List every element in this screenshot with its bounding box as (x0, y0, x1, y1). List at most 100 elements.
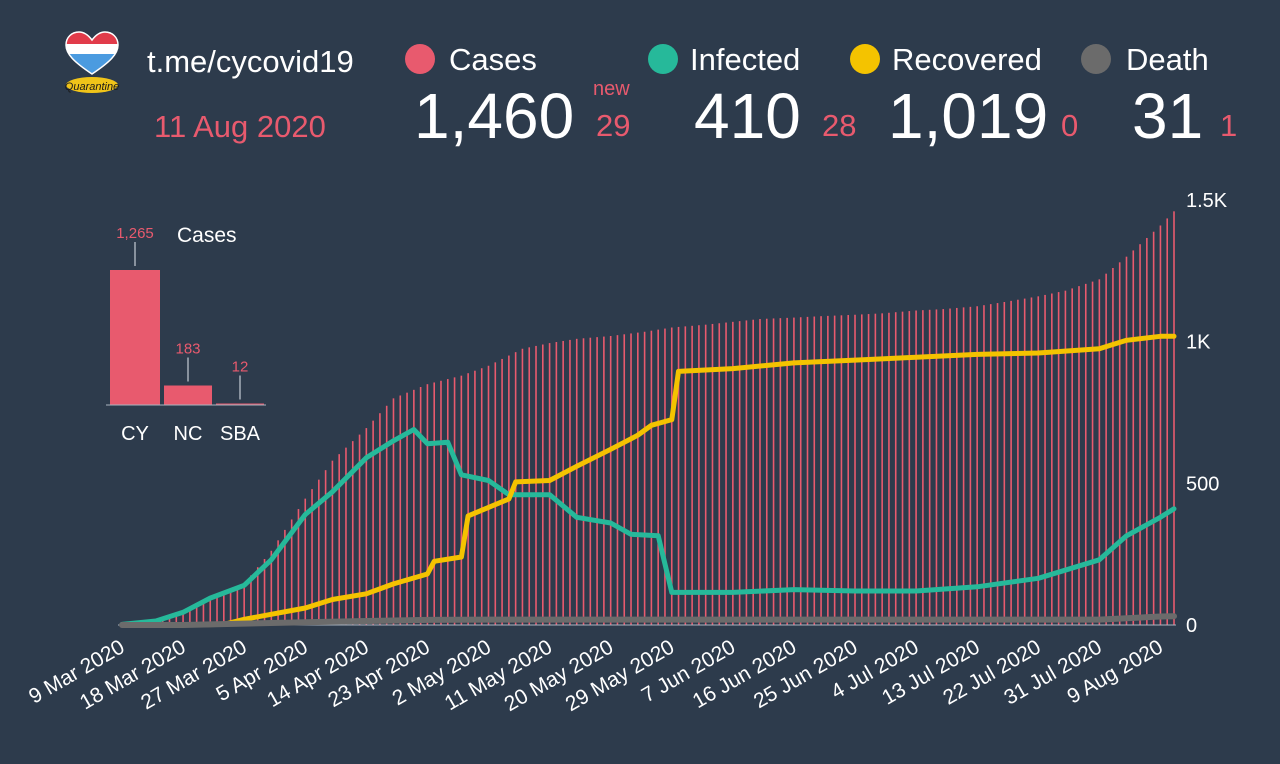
cases-bar (860, 314, 863, 625)
cases-bar (976, 306, 978, 625)
cases-bar (759, 319, 761, 625)
report-date: 11 Aug 2020 (154, 109, 326, 144)
cases-bar (1159, 225, 1162, 625)
cases-bar (1084, 283, 1087, 625)
cases-bar (596, 337, 598, 625)
cases-bar (263, 558, 266, 625)
cases-bar (854, 314, 856, 625)
cases-bar (901, 311, 904, 625)
cases-bar (888, 312, 890, 625)
cases-bar (358, 434, 361, 625)
cases-bar (928, 309, 931, 625)
cases-legend-dot (405, 44, 435, 74)
recovered-line (119, 333, 1177, 628)
cases-bar (270, 550, 273, 625)
cases-bar (942, 309, 945, 625)
cases-bar (1173, 211, 1175, 625)
cases-bar (161, 618, 164, 625)
region-value-label: 1,265 (116, 225, 154, 242)
cases-bar (1091, 281, 1094, 625)
cases-bar (175, 614, 178, 625)
region-category-label: CY (121, 423, 149, 445)
region-bar (164, 385, 212, 405)
cases-bar (195, 605, 198, 625)
cases-bar (752, 319, 754, 625)
cases-bar (1118, 262, 1121, 625)
cases-bar (555, 342, 558, 625)
cases-bar (969, 306, 972, 625)
cases-bar (453, 377, 456, 625)
quarantine-logo: Quarantine (65, 31, 119, 93)
cases-bar (1078, 286, 1080, 625)
cases-bar (643, 331, 646, 625)
cases-bar (684, 326, 687, 625)
cases-bar (698, 325, 700, 625)
cases-bars (121, 211, 1175, 626)
cases-bar (867, 314, 870, 625)
cases-bar (528, 347, 531, 625)
cases-bar (1166, 218, 1169, 626)
cases-bar (989, 304, 992, 626)
infected-new: 28 (822, 108, 857, 143)
cases-bar (630, 333, 632, 625)
cases-bar (419, 387, 422, 625)
region-value-label: 183 (175, 341, 200, 358)
cases-bar (1105, 273, 1107, 625)
cases-bar (616, 335, 619, 625)
cases-bar (623, 334, 626, 625)
y-tick-label: 500 (1186, 473, 1219, 495)
cases-bar (820, 316, 822, 625)
cases-bar (779, 318, 782, 625)
cases-bar (243, 583, 245, 625)
channel-handle[interactable]: t.me/cycovid19 (147, 44, 354, 79)
recovered-total: 1,019 (888, 80, 1049, 152)
cases-bar (535, 345, 537, 625)
cases-bar (603, 336, 605, 625)
cases-bar (1010, 300, 1012, 625)
cases-bar (1017, 299, 1019, 625)
cases-bar (542, 344, 544, 625)
cases-bar (677, 326, 680, 625)
cases-bar (202, 601, 205, 626)
cases-bar (738, 321, 741, 626)
cases-bar (650, 330, 653, 625)
infected-legend-dot (648, 44, 678, 74)
cases-bar (440, 380, 442, 625)
cases-bar (637, 332, 639, 625)
region-bar (110, 270, 160, 405)
cases-bar (1044, 294, 1046, 625)
cases-bar (189, 608, 191, 625)
cases-bar (385, 405, 388, 625)
region-value-label: 12 (232, 359, 249, 376)
cases-bar (324, 470, 327, 625)
cases-bar (1057, 292, 1060, 625)
cases-bar (345, 447, 347, 625)
cases-bar (833, 315, 836, 625)
cases-bar (406, 392, 408, 625)
cases-bar (277, 540, 279, 625)
cases-bar (657, 329, 659, 626)
death-new: 1 (1220, 108, 1238, 143)
y-tick-label: 0 (1186, 615, 1197, 637)
cases-new: 29 (596, 108, 631, 143)
death-legend-label: Death (1126, 42, 1209, 77)
cases-bar (569, 339, 571, 625)
cases-bar (711, 323, 714, 625)
cases-bar (433, 382, 436, 625)
cases-legend-label: Cases (449, 42, 537, 77)
region-category-label: SBA (220, 423, 261, 445)
cases-bar (460, 375, 463, 625)
cases-bar (562, 340, 564, 625)
cases-bar (745, 320, 748, 625)
cases-bar (718, 323, 721, 625)
cases-bar (311, 489, 313, 625)
cases-bar (392, 398, 395, 625)
cyprus-map-icon (66, 77, 118, 93)
cases-bar (983, 305, 985, 625)
cases-bar (840, 315, 843, 625)
cases-bar (1030, 297, 1033, 625)
cases-bar (670, 327, 673, 625)
cases-bar (813, 316, 816, 625)
death-legend-dot (1081, 44, 1111, 74)
